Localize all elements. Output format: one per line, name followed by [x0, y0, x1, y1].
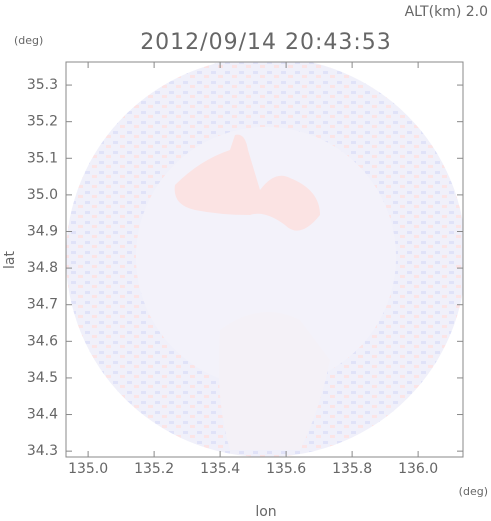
x-axis-label: lon [255, 504, 276, 520]
y-tick-label: 34.4 [27, 407, 58, 423]
x-tick-label: 135.2 [134, 461, 174, 477]
y-tick-label: 35.2 [27, 114, 58, 130]
y-tick-label: 35.3 [27, 77, 58, 93]
y-tick-label: 34.5 [27, 370, 58, 386]
y-tick-label: 34.7 [27, 297, 58, 313]
y-unit: (deg) [14, 34, 43, 47]
y-tick-label: 34.6 [27, 333, 58, 349]
chart-title: 2012/09/14 20:43:53 [140, 30, 392, 55]
altitude-label: ALT(km) 2.0 [405, 4, 488, 20]
y-tick-label: 34.9 [27, 223, 58, 239]
y-tick-label: 35.0 [27, 187, 58, 203]
x-tick-label: 136.0 [398, 461, 438, 477]
x-tick-label: 135.0 [68, 461, 108, 477]
y-axis-label: lat [2, 251, 18, 269]
plot-frame [65, 61, 464, 458]
x-tick-label: 135.6 [266, 461, 306, 477]
x-tick-label: 135.4 [200, 461, 240, 477]
radar-field [66, 62, 463, 457]
x-tick-label: 135.8 [332, 461, 372, 477]
y-tick-label: 34.3 [27, 443, 58, 459]
x-unit: (deg) [459, 485, 488, 498]
y-tick-label: 34.8 [27, 260, 58, 276]
y-tick-label: 35.1 [27, 150, 58, 166]
